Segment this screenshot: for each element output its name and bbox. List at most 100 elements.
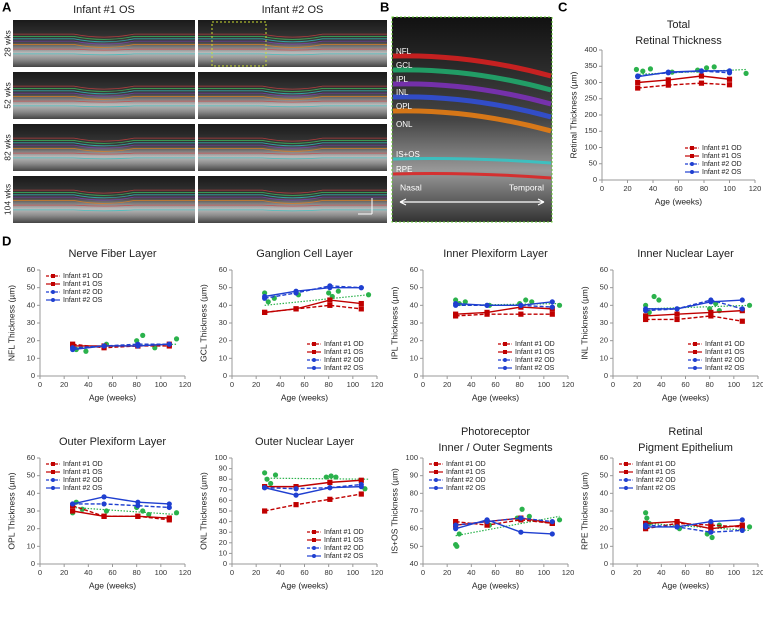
marker <box>549 531 555 537</box>
marker <box>708 313 714 319</box>
x-tick-label: 80 <box>705 380 713 389</box>
series-line <box>645 299 743 312</box>
x-tick-label: 20 <box>623 184 631 193</box>
y-tick-label: 40 <box>27 488 35 497</box>
x-tick-label: 120 <box>562 568 575 577</box>
oct-layer <box>198 148 387 152</box>
x-tick-label: 0 <box>421 380 425 389</box>
oct-layer <box>13 209 195 212</box>
series-line <box>455 519 553 535</box>
marker <box>739 522 745 528</box>
legend-label: Infant #1 OD <box>636 461 676 468</box>
column-label: Infant #2 OS <box>262 4 324 16</box>
marker <box>643 316 649 323</box>
x-tick-label: 40 <box>649 184 657 193</box>
marker <box>674 524 680 530</box>
x-tick-label: 0 <box>611 568 615 577</box>
y-tick-label: 20 <box>27 524 35 533</box>
legend-label: Infant #1 OD <box>515 341 555 348</box>
oct-layer <box>198 90 387 95</box>
reference-point <box>651 293 657 300</box>
chart-title: Inner / Outer Segments <box>438 442 553 454</box>
legend-label: Infant #1 OD <box>324 529 364 536</box>
series-line <box>645 520 743 530</box>
oct-layer <box>13 33 195 38</box>
series-line <box>72 503 170 509</box>
y-tick-label: 90 <box>219 464 227 473</box>
oct-layer <box>198 88 387 92</box>
oct-layer <box>13 40 195 45</box>
chart-title: Inner Nuclear Layer <box>637 248 734 260</box>
marker <box>327 479 333 485</box>
legend-marker <box>503 366 507 370</box>
y-tick-label: 10 <box>600 541 608 550</box>
y-tick-label: 30 <box>600 506 608 515</box>
legend-marker <box>312 366 316 370</box>
marker <box>135 513 141 519</box>
marker <box>674 306 680 312</box>
marker <box>358 300 364 307</box>
oct-layer <box>13 88 195 92</box>
x-tick-label: 120 <box>749 184 762 193</box>
x-tick-label: 80 <box>515 380 523 389</box>
y-axis-title: IS+OS Thickness (µm) <box>389 468 399 554</box>
marker <box>739 306 745 312</box>
oct-layer <box>13 196 195 201</box>
oct-image <box>13 72 195 119</box>
x-tick-label: 60 <box>300 568 308 577</box>
y-tick-label: 100 <box>214 453 227 462</box>
series-line <box>264 493 362 512</box>
x-axis-title: Age (weeks) <box>662 580 709 590</box>
oct-layer <box>198 100 387 103</box>
marker <box>518 515 524 521</box>
marker <box>549 519 555 525</box>
oct-layer <box>13 92 195 97</box>
direction-arrow <box>399 198 545 206</box>
y-tick-label: 50 <box>410 541 418 550</box>
trend-line <box>455 515 560 537</box>
marker <box>327 302 333 308</box>
marker <box>293 492 299 498</box>
legend-label: Infant #2 OD <box>63 289 103 296</box>
y-tick-label: 40 <box>219 300 227 309</box>
y-tick-label: 20 <box>27 336 35 345</box>
marker <box>293 306 299 312</box>
y-axis-title: OPL Thickness (µm) <box>6 472 16 549</box>
y-axis-title: INL Thickness (µm) <box>579 286 589 360</box>
marker <box>698 68 705 74</box>
reference-point <box>268 480 274 487</box>
y-tick-label: 30 <box>27 506 35 515</box>
x-axis-title: Age (weeks) <box>281 580 328 590</box>
oct-image <box>198 124 387 171</box>
oct-layer <box>198 196 387 201</box>
y-tick-label: 30 <box>219 527 227 536</box>
legend-label: Infant #2 OS <box>705 365 745 372</box>
chart-title: Ganglion Cell Layer <box>256 248 353 260</box>
marker <box>166 501 172 507</box>
chart-title: Outer Nuclear Layer <box>255 436 354 448</box>
marker <box>327 285 333 291</box>
marker <box>726 82 733 88</box>
legend-label: Infant #2 OS <box>446 485 486 492</box>
marker <box>135 499 141 505</box>
oct-layer <box>13 148 195 152</box>
marker <box>484 309 490 315</box>
y-axis-title: ONL Thickness (µm) <box>198 472 208 550</box>
x-tick-label: 40 <box>276 568 284 577</box>
legend-label: Infant #2 OD <box>446 477 486 484</box>
oct-layer <box>13 189 195 194</box>
oct-image <box>198 72 387 119</box>
chart-title: Retinal <box>668 426 702 438</box>
oct-layer <box>13 144 195 149</box>
x-tick-label: 20 <box>633 380 641 389</box>
legend-label: Infant #2 OS <box>324 365 364 372</box>
oct-layer <box>198 38 387 43</box>
y-tick-label: 40 <box>27 300 35 309</box>
series-line <box>455 517 553 526</box>
marker <box>262 508 268 514</box>
legend-label: Infant #1 OS <box>324 537 364 544</box>
series-line <box>455 301 553 307</box>
x-tick-label: 0 <box>421 568 425 577</box>
x-tick-label: 120 <box>562 380 575 389</box>
oct-layer <box>198 194 387 199</box>
